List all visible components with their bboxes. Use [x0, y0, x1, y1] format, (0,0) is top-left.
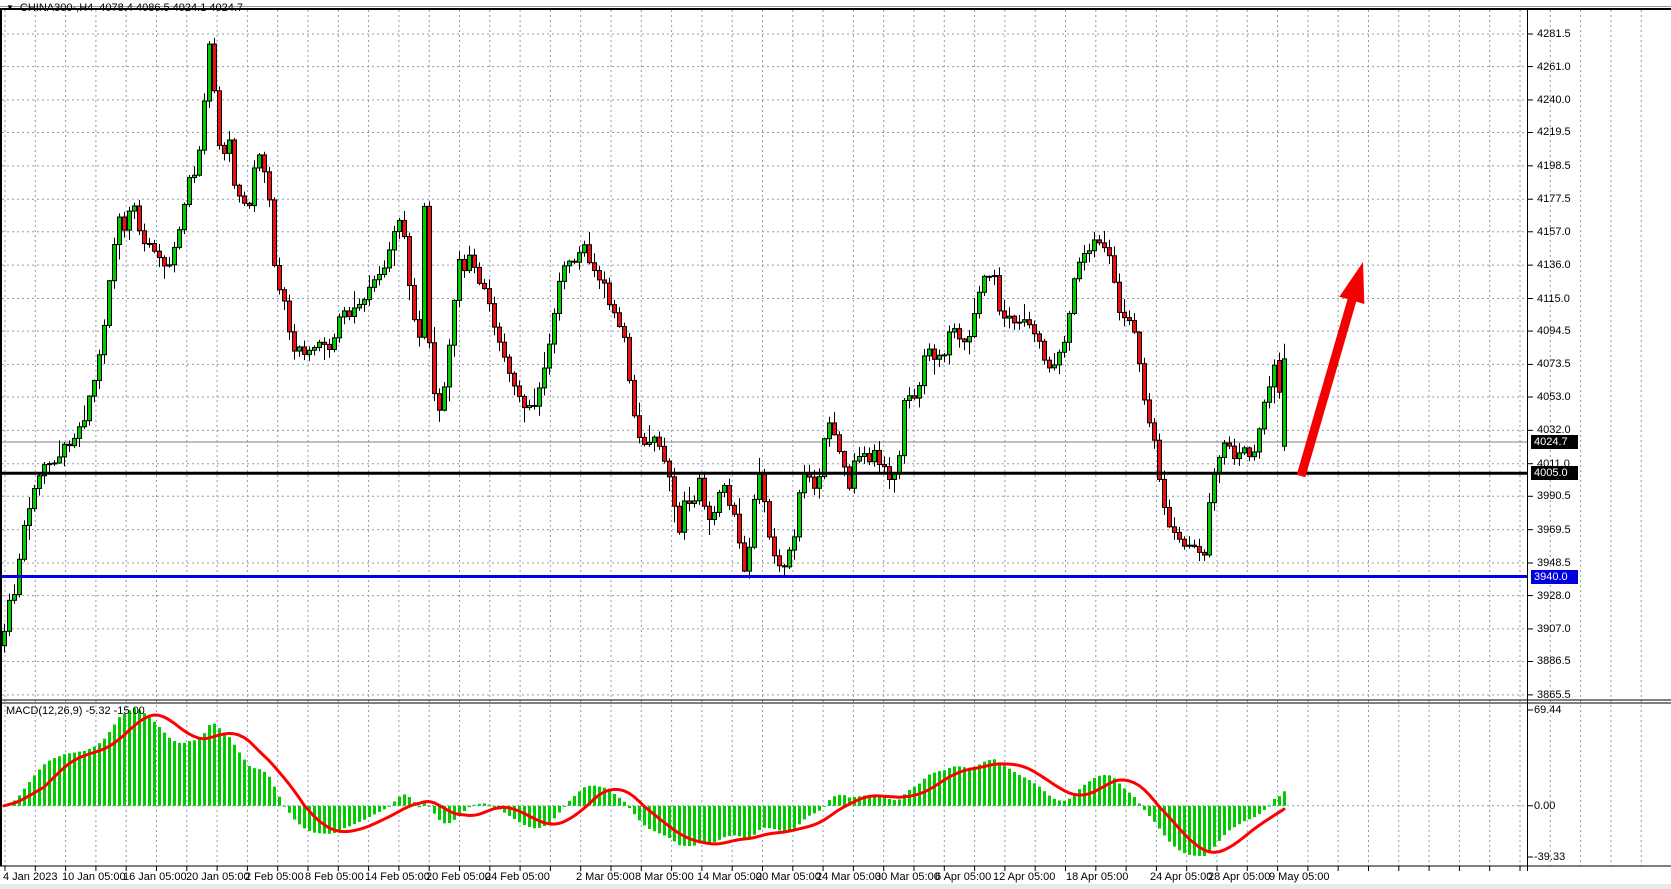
time-tick-label: 9 May 05:00	[1269, 871, 1330, 883]
macd-tick-label: 69.44	[1534, 704, 1562, 716]
time-tick-label: 14 Mar 05:00	[697, 871, 762, 883]
time-tick-label: 6 Apr 05:00	[935, 871, 992, 883]
time-tick-label: 20 Feb 05:00	[426, 871, 491, 883]
macd-indicator-label: MACD(12,26,9) -5.32 -15.00	[6, 705, 145, 717]
symbol-timeframe-label: CHINA300-,H4	[19, 2, 94, 14]
time-tick-label: 28 Apr 05:00	[1208, 871, 1271, 883]
price-tick-label: 4053.0	[1537, 390, 1571, 403]
price-tick-label: 3990.5	[1537, 490, 1571, 503]
time-tick-label: 24 Apr 05:00	[1150, 871, 1213, 883]
bullish-trend-arrow[interactable]	[1296, 262, 1365, 478]
price-tick-label: 4136.0	[1537, 259, 1571, 272]
price-tick-label: 4261.0	[1537, 60, 1571, 73]
time-tick-label: 24 Feb 05:00	[485, 871, 550, 883]
chart-title-bar: ▼ CHINA300-,H4 4078.4 4086.5 4024.1 4024…	[6, 2, 243, 14]
time-tick-label: 2 Mar 05:00	[576, 871, 635, 883]
time-tick-label: 8 Feb 05:00	[305, 871, 364, 883]
price-tick-label: 3969.5	[1537, 523, 1571, 536]
level-3940-label: 3940.0	[1531, 569, 1578, 584]
time-tick-label: 24 Mar 05:00	[816, 871, 881, 883]
time-tick-label: 10 Jan 05:00	[62, 871, 126, 883]
price-tick-label: 3907.0	[1537, 622, 1571, 635]
window-bottom-edge	[0, 884, 1671, 889]
symbol-dropdown-icon[interactable]: ▼	[6, 2, 14, 12]
macd-values: -5.32 -15.00	[85, 705, 145, 717]
price-tick-label: 4281.5	[1537, 28, 1571, 40]
price-tick-label: 4240.0	[1537, 93, 1571, 106]
time-tick-label: 14 Feb 05:00	[365, 871, 430, 883]
price-tick-label: 3865.5	[1537, 688, 1571, 701]
price-tick-label: 4219.5	[1537, 126, 1571, 139]
macd-tick-label: 0.00	[1534, 799, 1556, 812]
level-4005-label: 4005.0	[1531, 466, 1578, 481]
price-tick-label: 4073.5	[1537, 358, 1571, 371]
time-tick-label: 12 Apr 05:00	[993, 871, 1056, 883]
title-ohlc-values: 4078.4 4086.5 4024.1 4024.7	[99, 2, 244, 14]
time-tick-label: 20 Mar 05:00	[756, 871, 821, 883]
time-tick-label: 2 Feb 05:00	[245, 871, 304, 883]
macd-name: MACD(12,26,9)	[6, 705, 83, 717]
time-tick-label: 8 Mar 05:00	[635, 871, 694, 883]
axis-tick-marks	[4, 33, 1533, 871]
time-tick-label: 16 Jan 05:00	[123, 871, 187, 883]
price-tick-label: 3886.5	[1537, 655, 1571, 668]
current-price-label: 4024.7	[1531, 434, 1578, 449]
price-tick-label: 3928.0	[1537, 589, 1571, 602]
price-tick-label: 4094.5	[1537, 325, 1571, 338]
price-tick-label: 4198.5	[1537, 159, 1571, 172]
panel-borders	[0, 6, 1671, 871]
price-tick-label: 4032.0	[1537, 424, 1571, 437]
macd-tick-label: -39.33	[1534, 851, 1566, 863]
time-tick-label: 4 Jan 2023	[3, 871, 58, 883]
price-tick-label: 4157.0	[1537, 225, 1571, 238]
candle-series[interactable]	[2, 37, 1287, 653]
price-tick-label: 3948.5	[1537, 557, 1571, 569]
price-tick-label: 4115.0	[1537, 292, 1570, 305]
price-tick-label: 4177.5	[1537, 193, 1571, 206]
grid-lines	[2, 10, 1642, 866]
time-tick-label: 18 Apr 05:00	[1066, 871, 1129, 883]
macd-signal-line	[2, 713, 1286, 854]
time-tick-label: 20 Jan 05:00	[186, 871, 250, 883]
time-tick-label: 30 Mar 05:00	[875, 871, 940, 883]
